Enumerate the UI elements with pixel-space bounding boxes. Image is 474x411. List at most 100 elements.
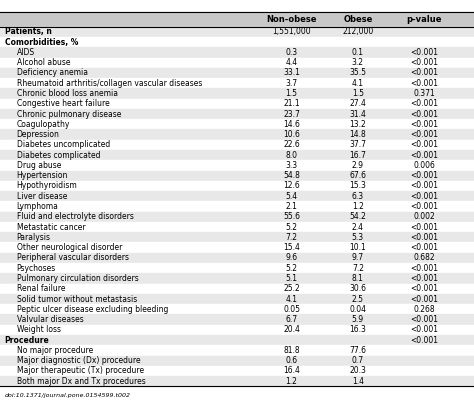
Text: Fluid and electrolyte disorders: Fluid and electrolyte disorders [17, 212, 134, 221]
Text: 33.1: 33.1 [283, 69, 300, 77]
Text: 35.5: 35.5 [349, 69, 366, 77]
Bar [0, 263, 474, 273]
Text: <0.001: <0.001 [410, 284, 438, 293]
Text: 15.3: 15.3 [349, 182, 366, 190]
Bar [0, 222, 474, 232]
Bar [0, 273, 474, 284]
Bar [0, 27, 474, 37]
Text: Coagulopathy: Coagulopathy [17, 120, 70, 129]
Text: Chronic blood loss anemia: Chronic blood loss anemia [17, 89, 118, 98]
Text: 3.3: 3.3 [285, 161, 298, 170]
Text: 2.1: 2.1 [285, 202, 298, 211]
Text: <0.001: <0.001 [410, 243, 438, 252]
Text: <0.001: <0.001 [410, 182, 438, 190]
Text: 7.2: 7.2 [352, 264, 364, 272]
Text: 22.6: 22.6 [283, 141, 300, 149]
Text: 14.8: 14.8 [349, 130, 366, 139]
Text: Congestive heart failure: Congestive heart failure [17, 99, 109, 108]
Text: 4.1: 4.1 [285, 295, 298, 303]
Text: Procedure: Procedure [5, 336, 49, 344]
Bar [0, 47, 474, 58]
Bar [0, 314, 474, 325]
Bar [0, 201, 474, 212]
Text: 8.0: 8.0 [285, 151, 298, 159]
Text: 1.2: 1.2 [285, 377, 298, 386]
Text: 7.2: 7.2 [285, 233, 298, 242]
Text: Alcohol abuse: Alcohol abuse [17, 58, 70, 67]
Text: 1.4: 1.4 [352, 377, 364, 386]
Text: 13.2: 13.2 [349, 120, 366, 129]
Text: Valvular diseases: Valvular diseases [17, 315, 83, 324]
Text: 20.3: 20.3 [349, 367, 366, 375]
Text: 12.6: 12.6 [283, 182, 300, 190]
Text: 5.4: 5.4 [285, 192, 298, 201]
Text: Drug abuse: Drug abuse [17, 161, 61, 170]
Text: Depression: Depression [17, 130, 59, 139]
Bar [0, 356, 474, 366]
Text: 212,000: 212,000 [342, 28, 374, 36]
Text: 4.4: 4.4 [285, 58, 298, 67]
Bar [0, 181, 474, 191]
Bar [0, 345, 474, 356]
Text: Patients, n: Patients, n [5, 28, 52, 36]
Text: <0.001: <0.001 [410, 233, 438, 242]
Text: 9.6: 9.6 [285, 254, 298, 262]
Bar [0, 109, 474, 119]
Text: 0.3: 0.3 [285, 48, 298, 57]
Text: Renal failure: Renal failure [17, 284, 65, 293]
Text: <0.001: <0.001 [410, 223, 438, 231]
Text: 25.2: 25.2 [283, 284, 300, 293]
Text: Diabetes complicated: Diabetes complicated [17, 151, 100, 159]
Text: Chronic pulmonary disease: Chronic pulmonary disease [17, 110, 121, 118]
Text: 3.2: 3.2 [352, 58, 364, 67]
Text: 0.371: 0.371 [413, 89, 435, 98]
Text: 1,551,000: 1,551,000 [272, 28, 311, 36]
Text: 6.3: 6.3 [352, 192, 364, 201]
Text: 16.3: 16.3 [349, 326, 366, 334]
Text: 10.1: 10.1 [349, 243, 366, 252]
Text: 16.7: 16.7 [349, 151, 366, 159]
Text: 67.6: 67.6 [349, 171, 366, 180]
Text: 37.7: 37.7 [349, 141, 366, 149]
Text: 55.6: 55.6 [283, 212, 300, 221]
Bar [0, 140, 474, 150]
Bar [0, 37, 474, 47]
Text: Peptic ulcer disease excluding bleeding: Peptic ulcer disease excluding bleeding [17, 305, 168, 314]
Text: Peripheral vascular disorders: Peripheral vascular disorders [17, 254, 128, 262]
Bar [0, 58, 474, 68]
Text: Hypertension: Hypertension [17, 171, 68, 180]
Bar [0, 78, 474, 88]
Text: 30.6: 30.6 [349, 284, 366, 293]
Text: <0.001: <0.001 [410, 192, 438, 201]
Text: <0.001: <0.001 [410, 202, 438, 211]
Text: <0.001: <0.001 [410, 69, 438, 77]
Text: 0.05: 0.05 [283, 305, 300, 314]
Text: 9.7: 9.7 [352, 254, 364, 262]
Text: 0.1: 0.1 [352, 48, 364, 57]
Text: 4.1: 4.1 [352, 79, 364, 88]
Text: Diabetes uncomplicated: Diabetes uncomplicated [17, 141, 110, 149]
Text: 0.268: 0.268 [413, 305, 435, 314]
Bar [0, 232, 474, 242]
Text: <0.001: <0.001 [410, 295, 438, 303]
Text: 27.4: 27.4 [349, 99, 366, 108]
Text: No major procedure: No major procedure [17, 346, 93, 355]
Text: 2.5: 2.5 [352, 295, 364, 303]
Bar [0, 304, 474, 314]
Bar [0, 294, 474, 304]
Text: 6.7: 6.7 [285, 315, 298, 324]
Bar [0, 129, 474, 140]
Text: 81.8: 81.8 [283, 346, 300, 355]
Text: 5.1: 5.1 [285, 274, 298, 283]
Text: <0.001: <0.001 [410, 151, 438, 159]
Text: 20.4: 20.4 [283, 326, 300, 334]
Text: 0.002: 0.002 [413, 212, 435, 221]
Text: 2.9: 2.9 [352, 161, 364, 170]
Text: <0.001: <0.001 [410, 79, 438, 88]
Text: Major diagnostic (Dx) procedure: Major diagnostic (Dx) procedure [17, 356, 140, 365]
Text: <0.001: <0.001 [410, 48, 438, 57]
Text: Liver disease: Liver disease [17, 192, 67, 201]
Text: <0.001: <0.001 [410, 326, 438, 334]
Text: <0.001: <0.001 [410, 110, 438, 118]
Bar [0, 171, 474, 181]
